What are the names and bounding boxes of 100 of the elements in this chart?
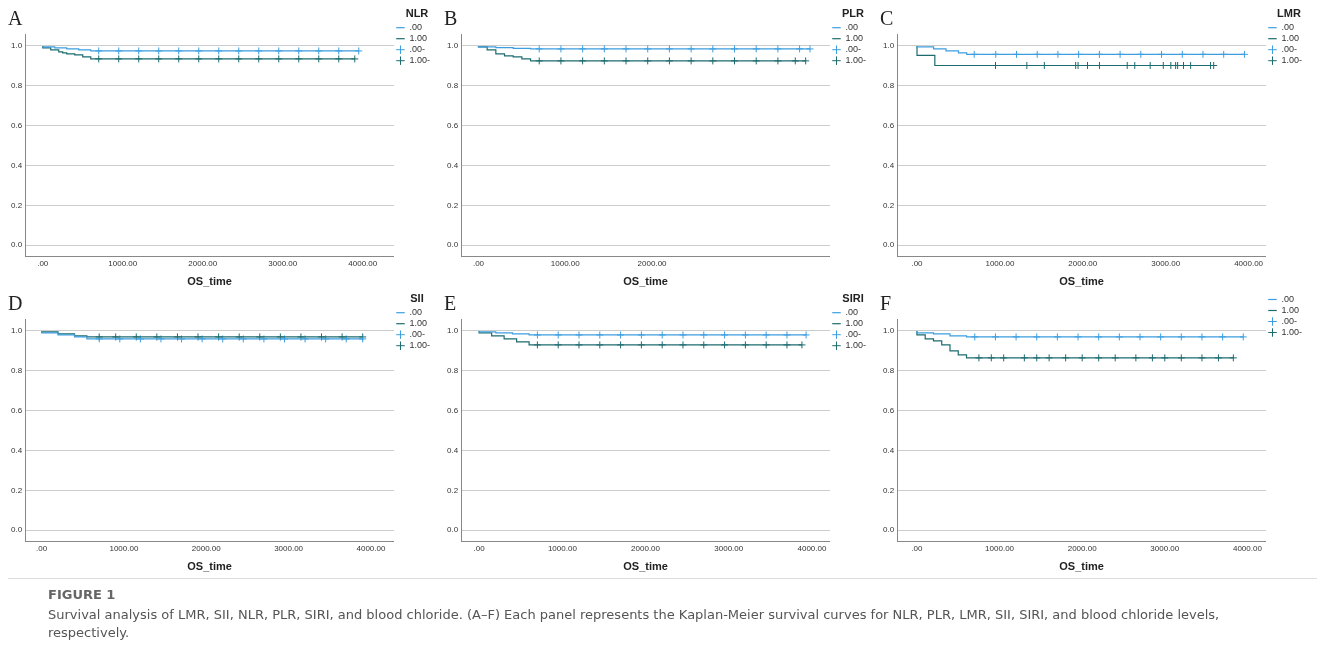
x-axis-title: OS_time [623,275,668,288]
x-tick-label: 4000.00 [797,544,827,554]
legend-label: 1.00- [409,55,430,66]
legend-label: .00- [1281,44,1297,55]
y-tick-label: 0.2 [883,200,895,210]
y-tick-label: 0.2 [883,485,895,495]
chart-title: C [880,7,894,30]
y-tick-label: 0.8 [11,81,23,91]
x-tick-label: .00 [37,259,49,269]
x-tick-label: 1000.00 [108,259,138,269]
y-tick-label: 0.0 [883,240,895,250]
y-tick-label: 0.8 [11,366,23,376]
y-tick-label: 0.4 [883,445,895,455]
x-tick-label: 4000.00 [348,259,378,269]
y-tick-label: 1.0 [11,41,23,51]
x-axis-title: OS_time [1059,275,1104,288]
x-tick-label: 2000.00 [1067,544,1098,554]
legend-label: .00 [845,307,858,318]
x-tick-label: 3000.00 [274,544,304,554]
y-tick-label: 0.6 [447,120,459,130]
y-tick-label: 0.4 [883,160,895,170]
x-tick-label: 3000.00 [714,544,744,554]
x-tick-label: 1000.00 [109,544,139,554]
y-tick-label: 0.0 [11,240,23,250]
x-tick-label: 3000.00 [268,259,298,269]
chart-title: D [8,292,23,315]
chart-title: A [8,7,23,30]
y-tick-label: 0.4 [11,445,23,455]
legend-label: 1.00- [845,340,866,351]
x-tick-label: 4000.00 [1234,259,1264,269]
x-tick-label: 3000.00 [1151,259,1181,269]
y-tick-label: 0.4 [11,160,23,170]
y-tick-label: 1.0 [447,326,459,336]
x-tick-label: 2000.00 [1068,259,1098,269]
y-tick-label: 0.4 [447,445,459,455]
y-tick-label: 0.8 [883,366,895,376]
x-tick-label: .00 [911,544,924,554]
legend-label: .00- [845,44,861,55]
x-tick-label: 3000.00 [1150,544,1180,554]
text: Survival analysis of LMR, SII, NLR, PLR, SIRI, and blood chloride. (A–F) Each panel represents the Kaplan-Meier survival curves for NLR, PLR, LMR, SII, SIRI, and blood chloride levels, respectively. [48,606,1221,642]
chart-title: E [444,292,457,315]
legend-label: 1.00- [1281,326,1302,337]
x-tick-label: .00 [36,544,48,554]
y-tick-label: 0.8 [883,81,895,91]
y-tick-label: 1.0 [447,41,459,51]
x-tick-label: .00 [911,259,924,269]
legend-title: PLR [841,6,865,19]
x-tick-label: 1000.00 [550,259,581,269]
x-axis-title: OS_time [187,275,232,288]
legend-title: LMR [1277,6,1301,19]
y-tick-label: 1.0 [11,326,23,336]
x-tick-label: 1000.00 [547,544,578,554]
legend-title: SIRI [842,291,864,304]
y-tick-label: 0.2 [11,485,23,495]
legend-label: 1.00- [409,340,430,351]
y-tick-label: 0.4 [447,160,459,170]
legend-label: 1.00 [409,33,428,44]
x-tick-label: 2000.00 [188,259,218,269]
legend-label: 1.00 [1281,33,1300,44]
y-tick-label: 0.6 [883,120,895,130]
y-tick-label: 0.6 [11,120,23,130]
y-tick-label: 1.0 [883,326,895,336]
y-tick-label: 0.8 [447,366,459,376]
y-tick-label: 0.0 [447,525,459,535]
legend-label: .00- [409,44,425,55]
caption: FIGURE 1 [48,587,117,602]
y-tick-label: 0.6 [883,405,895,415]
y-tick-label: 0.6 [447,405,459,415]
legend-label: 1.00 [1281,304,1300,315]
legend-label: .00- [1281,315,1297,326]
y-tick-label: 0.2 [447,485,459,495]
x-tick-label: 1000.00 [985,259,1015,269]
legend-label: .00 [1281,22,1294,33]
y-tick-label: 0.6 [11,405,23,415]
y-tick-label: 0.2 [447,200,459,210]
legend-label: 1.00- [1281,55,1302,66]
x-axis-title: OS_time [187,560,232,573]
x-tick-label: 2000.00 [191,544,222,554]
y-tick-label: 0.0 [11,525,23,535]
legend-label: 1.00- [845,55,866,66]
legend-label: .00 [1281,293,1294,304]
y-tick-label: 1.0 [883,41,895,51]
chart-title: F [880,292,892,315]
x-tick-label: .00 [473,544,486,554]
y-tick-label: 0.8 [447,81,459,91]
legend-title: NLR [405,6,429,19]
x-tick-label: 4000.00 [1232,544,1263,554]
legend-label: .00- [409,329,425,340]
x-axis-title: OS_time [623,560,668,573]
x-tick-label: 2000.00 [637,259,668,269]
y-tick-label: 0.0 [883,525,895,535]
legend-label: .00 [409,307,422,318]
legend-label: 1.00 [845,33,864,44]
x-tick-label: 2000.00 [631,544,661,554]
x-tick-label: 4000.00 [356,544,386,554]
legend-label: 1.00 [845,318,864,329]
y-tick-label: 0.0 [447,240,459,250]
legend-label: .00 [409,22,422,33]
legend-title: SII [410,291,424,304]
chart-title: B [444,7,458,30]
